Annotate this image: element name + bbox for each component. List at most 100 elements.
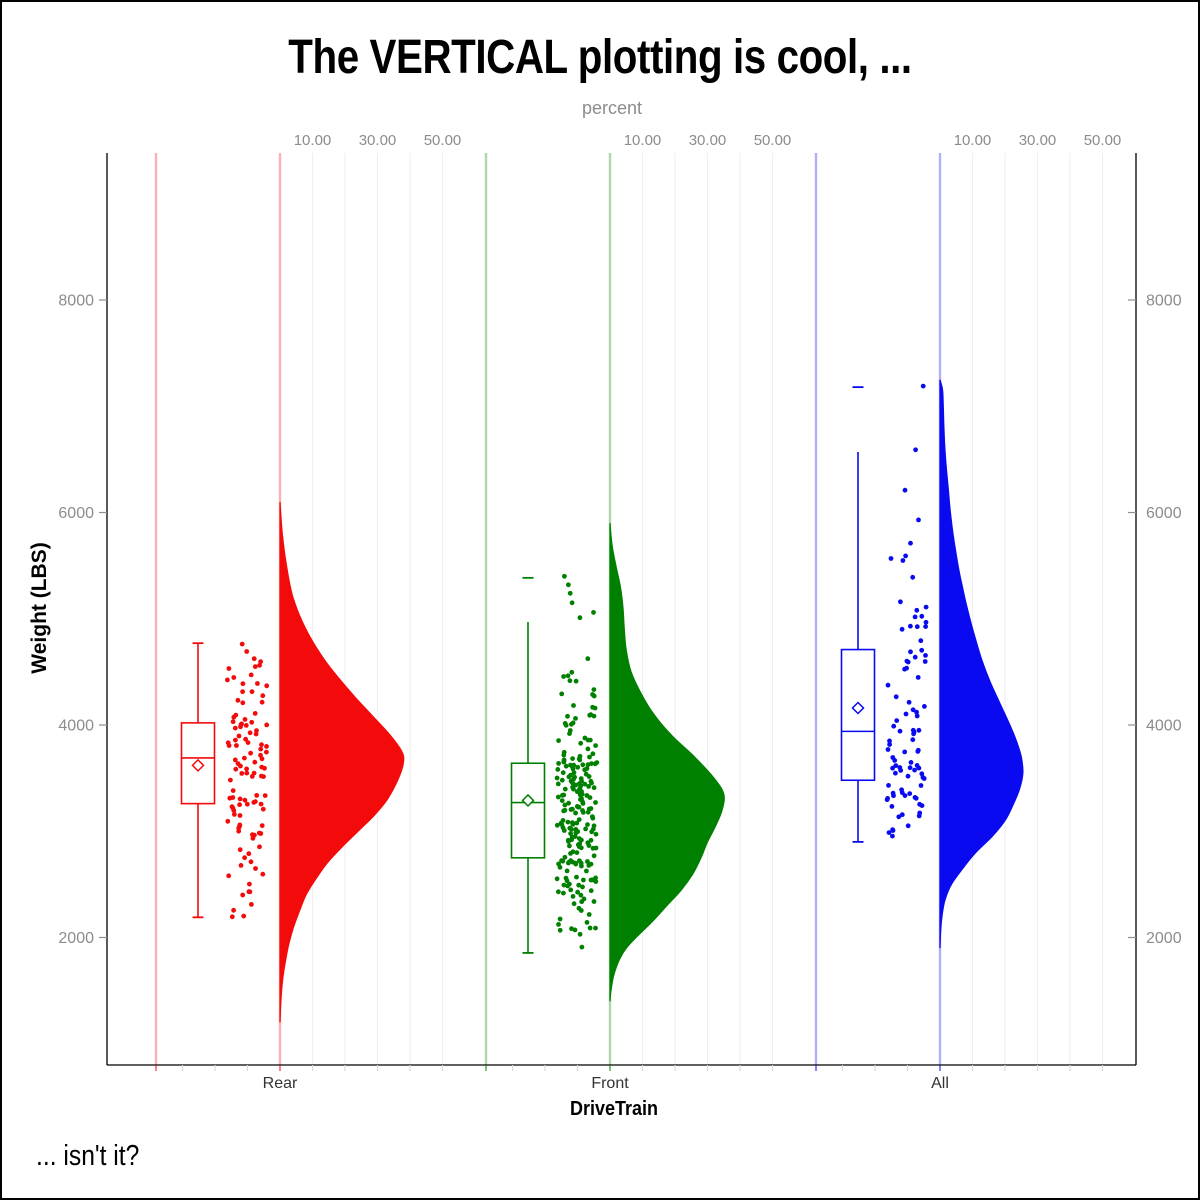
data-point (582, 767, 588, 773)
data-point (899, 790, 905, 796)
data-point (889, 804, 895, 809)
data-point (571, 703, 576, 708)
data-point (894, 718, 900, 723)
data-point (245, 740, 251, 745)
data-point (584, 920, 590, 925)
data-point (237, 847, 243, 853)
percent-tick-label: 10.00 (624, 132, 662, 149)
data-point (255, 681, 260, 686)
right-tick-label: 2000 (1146, 930, 1182, 947)
data-point (258, 801, 264, 807)
data-point (588, 888, 594, 894)
data-point (591, 687, 597, 692)
data-point (580, 801, 586, 806)
footnote: ... isn't it? (36, 1140, 140, 1172)
data-point (565, 883, 570, 889)
data-point (585, 859, 590, 864)
data-point (238, 863, 244, 868)
data-point (914, 709, 919, 715)
data-point (242, 855, 248, 861)
mean-diamond (521, 793, 535, 807)
data-point (262, 765, 267, 771)
data-point (247, 730, 253, 736)
data-point (566, 582, 571, 588)
data-point (248, 750, 254, 756)
data-point (573, 716, 578, 721)
data-point (912, 767, 917, 773)
data-point (590, 814, 595, 819)
data-point (922, 704, 927, 709)
data-point (922, 659, 928, 664)
data-point (885, 747, 891, 752)
data-point (252, 711, 258, 716)
right-tick-label: 4000 (1146, 718, 1182, 735)
data-point (229, 914, 235, 920)
data-point (569, 721, 574, 727)
data-point (260, 806, 266, 812)
data-point (572, 927, 578, 933)
data-point (915, 747, 921, 753)
data-point (893, 770, 898, 776)
data-point (230, 805, 236, 811)
data-point (567, 590, 573, 596)
data-point (555, 767, 561, 772)
data-point (258, 752, 263, 758)
data-point (907, 765, 913, 771)
data-point (262, 793, 268, 798)
data-point (917, 810, 923, 816)
data-point (249, 689, 255, 695)
data-point (566, 800, 571, 806)
data-point (915, 675, 921, 680)
data-point (591, 785, 597, 791)
data-point (567, 678, 573, 684)
data-point (264, 683, 270, 689)
data-point (580, 808, 585, 813)
data-point (574, 850, 580, 855)
data-point (243, 723, 249, 728)
chart-title: The VERTICAL plotting is cool, ... (288, 31, 912, 84)
data-point (903, 553, 908, 559)
data-point (916, 765, 922, 771)
data-point (568, 762, 573, 768)
data-point (235, 697, 241, 703)
data-point (583, 771, 589, 777)
data-point (902, 749, 908, 755)
data-point (236, 733, 242, 739)
data-point (228, 777, 233, 783)
data-point (566, 774, 572, 780)
data-point (569, 600, 575, 606)
data-point (587, 737, 593, 743)
data-point (555, 781, 561, 787)
data-point (910, 727, 916, 733)
data-point (565, 713, 570, 719)
data-point (230, 719, 236, 725)
data-point (561, 674, 566, 679)
data-point (260, 693, 266, 699)
data-point (890, 765, 895, 771)
data-point (583, 826, 588, 832)
data-point (900, 558, 906, 563)
data-point (258, 659, 263, 665)
data-point (247, 881, 252, 887)
data-point (570, 859, 575, 865)
data-point (923, 624, 928, 629)
data-point (592, 877, 598, 883)
data-point (593, 800, 598, 805)
data-point (887, 742, 892, 747)
data-point (559, 798, 565, 803)
data-point (563, 875, 569, 881)
category-label-all: All (931, 1075, 949, 1092)
data-point (239, 721, 245, 727)
data-point (577, 792, 583, 798)
data-point (257, 662, 262, 668)
data-point (226, 873, 232, 879)
data-point (914, 624, 920, 630)
data-point (905, 773, 911, 779)
data-point (579, 837, 584, 843)
data-point (910, 737, 916, 743)
data-point (244, 649, 250, 654)
data-point (587, 795, 593, 800)
data-point (562, 802, 568, 808)
data-point (230, 795, 236, 800)
